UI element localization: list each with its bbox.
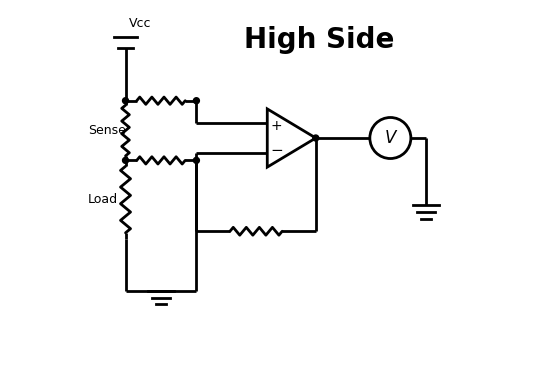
Circle shape bbox=[193, 157, 199, 163]
Circle shape bbox=[313, 135, 319, 141]
Text: High Side: High Side bbox=[244, 26, 395, 54]
Circle shape bbox=[122, 157, 128, 163]
Text: −: − bbox=[270, 142, 283, 158]
Text: Sense: Sense bbox=[88, 124, 126, 137]
Text: Vcc: Vcc bbox=[129, 17, 152, 30]
Text: V: V bbox=[385, 129, 396, 147]
Circle shape bbox=[193, 98, 199, 104]
Text: Load: Load bbox=[88, 193, 118, 206]
Circle shape bbox=[122, 98, 128, 104]
Text: +: + bbox=[271, 119, 282, 133]
